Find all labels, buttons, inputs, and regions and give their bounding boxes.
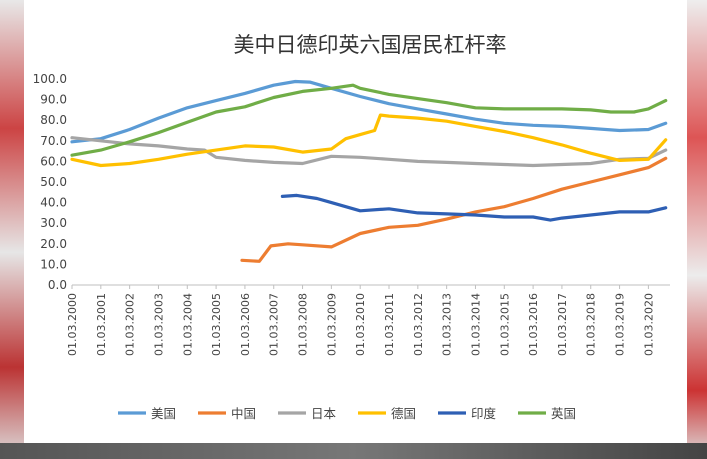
x-tick-label: 01.03.2008	[297, 293, 310, 356]
y-tick-label: 90.0	[40, 93, 67, 107]
y-tick-label: 0.0	[48, 278, 67, 292]
x-tick-label: 01.03.2001	[95, 293, 108, 356]
chart-legend: 美国 中国 日本 德国 印度 英国	[118, 406, 576, 421]
x-tick-label: 01.03.2017	[556, 293, 569, 356]
x-tick-label: 01.03.2013	[441, 293, 454, 356]
series-line-3	[70, 113, 668, 168]
x-tick-label: 01.03.2010	[354, 293, 367, 356]
x-tick-label: 01.03.2020	[642, 293, 655, 356]
chart-axes: 0.0 10.0 20.0 30.0 40.0 50.0 60.0 70.0 80.0 90.0 1…	[33, 72, 670, 356]
y-tick-label: 70.0	[40, 134, 67, 148]
series-line-5	[70, 83, 668, 157]
y-tick-label: 20.0	[40, 237, 67, 251]
y-tick-label: 30.0	[40, 216, 67, 230]
line-chart: 美中日德印英六国居民杠杆率 0.0 10.0 20.0 30.0 40.0 50.0 60.…	[33, 33, 670, 421]
legend-label-1: 中国	[231, 406, 256, 421]
legend-label-3: 德国	[391, 406, 416, 421]
background-bottom-edge	[0, 443, 707, 459]
x-tick-label: 01.03.2000	[66, 293, 79, 356]
x-tick-label: 01.03.2011	[383, 293, 396, 356]
y-tick-label: 40.0	[40, 196, 67, 210]
x-tick-label: 01.03.2014	[469, 293, 482, 356]
series-line-2	[70, 136, 668, 168]
x-tick-label: 01.03.2007	[268, 293, 281, 356]
x-tick-label: 01.03.2009	[325, 293, 338, 356]
chart-series	[70, 79, 668, 263]
x-tick-label: 01.03.2006	[239, 293, 252, 356]
legend-label-5: 英国	[551, 406, 576, 421]
x-tick-label: 01.03.2018	[585, 293, 598, 356]
background-left-edge	[0, 0, 24, 459]
chart-card: 美中日德印英六国居民杠杆率 0.0 10.0 20.0 30.0 40.0 50.0 60.…	[24, 0, 687, 443]
y-tick-label: 50.0	[40, 175, 67, 189]
y-tick-label: 60.0	[40, 154, 67, 168]
legend-label-2: 日本	[311, 406, 337, 421]
chart-title: 美中日德印英六国居民杠杆率	[234, 33, 507, 57]
y-tick-label: 10.0	[40, 257, 67, 271]
x-tick-label: 01.03.2002	[124, 293, 137, 356]
x-tick-label: 01.03.2004	[181, 293, 194, 356]
x-tick-label: 01.03.2012	[412, 293, 425, 356]
y-tick-label: 80.0	[40, 113, 67, 127]
series-line-0	[70, 79, 668, 144]
y-tick-label: 100.0	[33, 72, 67, 86]
x-tick-label: 01.03.2019	[614, 293, 627, 356]
x-tick-label: 01.03.2015	[498, 293, 511, 356]
background-right-edge	[687, 0, 707, 459]
x-tick-label: 01.03.2003	[152, 293, 165, 356]
x-tick-label: 01.03.2005	[210, 293, 223, 356]
series-line-4	[280, 193, 668, 222]
x-tick-label: 01.03.2016	[527, 293, 540, 356]
series-line-1	[240, 156, 668, 263]
legend-label-0: 美国	[151, 406, 176, 421]
legend-label-4: 印度	[471, 406, 497, 421]
